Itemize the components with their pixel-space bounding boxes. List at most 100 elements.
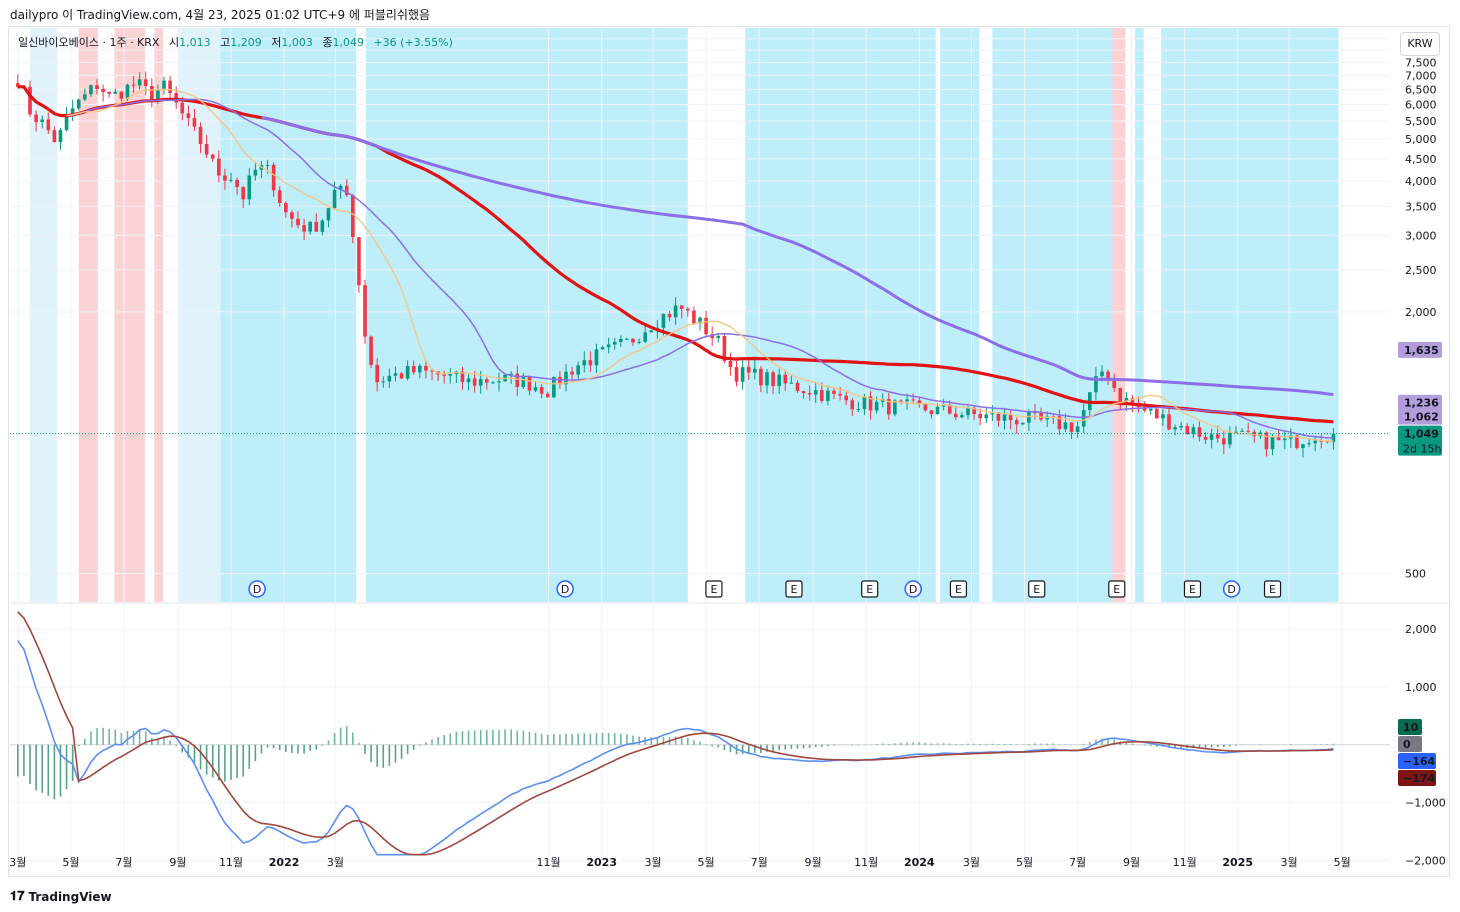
candle-body [1027, 412, 1031, 423]
candle-body [813, 390, 818, 395]
candle [387, 368, 392, 389]
candle [954, 405, 958, 420]
candle-body [667, 313, 672, 318]
candle-body [326, 208, 331, 221]
candle [235, 177, 239, 195]
candle-body [679, 305, 684, 309]
candle [1014, 417, 1019, 434]
candle-body [801, 391, 806, 394]
candle [64, 107, 69, 132]
candle-body [1033, 412, 1037, 414]
candle-body [296, 218, 300, 226]
dividend-marker[interactable]: D [904, 580, 922, 598]
background-band [745, 28, 936, 602]
candle [1112, 373, 1116, 393]
candle-body [558, 376, 562, 385]
currency-button[interactable]: KRW [1400, 32, 1440, 56]
candle-body [582, 360, 587, 366]
candle-body [521, 375, 526, 388]
candle-body [612, 341, 617, 345]
macd-value-bg [1398, 719, 1422, 735]
earnings-marker[interactable]: E [949, 580, 968, 598]
candle [241, 186, 245, 209]
publish-header: dailypro 이 TradingView.com, 4월 23, 2025 … [10, 8, 431, 22]
candle-body [131, 84, 136, 86]
event-marker-letter: D [561, 583, 569, 596]
candle [247, 168, 252, 206]
candle-body [1179, 425, 1183, 428]
candle-body [1081, 410, 1086, 427]
candle-body [643, 332, 647, 342]
candle-body [485, 379, 489, 383]
candle-body [625, 338, 629, 340]
candle-body [600, 347, 605, 350]
candle-body [277, 190, 282, 203]
candle-body [1057, 416, 1062, 430]
candle-body [893, 400, 897, 415]
earnings-marker[interactable]: E [861, 580, 879, 598]
symbol-label[interactable]: 일신바이오베이스 · 1주 · KRX [18, 36, 160, 49]
event-marker-letter: E [1113, 583, 1120, 596]
earnings-marker[interactable]: E [1263, 580, 1282, 598]
candle [1301, 443, 1305, 458]
candle [813, 382, 818, 403]
candle-body [1197, 427, 1202, 437]
candle-body [1148, 408, 1153, 411]
candle-body [460, 371, 465, 383]
event-marker-letter: E [1033, 583, 1040, 596]
candle [509, 371, 513, 384]
candle-body [1209, 434, 1214, 440]
candle [302, 218, 306, 241]
candle-body [606, 344, 611, 348]
ma-orange-line [66, 88, 1334, 442]
candle [1179, 421, 1183, 431]
earnings-marker[interactable]: E [785, 580, 803, 598]
candle-body [40, 119, 44, 123]
candle [46, 112, 51, 134]
candle-body [728, 360, 733, 368]
dividend-marker[interactable]: D [556, 580, 574, 598]
earnings-marker[interactable]: E [1108, 580, 1126, 598]
candle [83, 88, 87, 102]
candle-body [570, 371, 574, 375]
candle [1142, 401, 1147, 413]
price-label-bg [1398, 394, 1442, 411]
candle-body [1282, 438, 1287, 441]
earnings-marker[interactable]: E [705, 580, 723, 598]
earnings-marker[interactable]: E [1183, 580, 1202, 598]
candle-body [649, 330, 654, 333]
candle-body [265, 164, 270, 166]
candle-body [418, 365, 422, 373]
candle-body [162, 80, 166, 91]
candle-body [405, 366, 410, 379]
candle [338, 183, 343, 199]
candle-body [960, 415, 964, 418]
candle-body [874, 401, 879, 411]
price-axis-tick: 5,000 [1405, 133, 1437, 146]
dividend-marker[interactable]: D [1222, 580, 1241, 598]
candle [679, 305, 684, 319]
candle-body [241, 187, 245, 200]
candle-body [180, 102, 185, 114]
candle-body [70, 108, 75, 117]
candle [734, 360, 739, 387]
earnings-marker[interactable]: E [1028, 580, 1046, 598]
candle [984, 407, 989, 423]
candle-body [150, 85, 154, 102]
dividend-marker[interactable]: D [248, 580, 266, 598]
candle [1228, 426, 1232, 449]
time-axis-tick: 7월 [751, 856, 768, 869]
candle [198, 122, 203, 154]
candle [1270, 434, 1275, 456]
candle [314, 213, 319, 232]
macd-axis-tick: −2,000 [1405, 854, 1446, 867]
macd-value-tag: −174 [1398, 770, 1436, 786]
dividend-marker-circle [904, 580, 922, 598]
candle [600, 345, 605, 350]
candle-body [759, 368, 763, 386]
candle [1069, 422, 1074, 439]
candle-body [899, 400, 903, 402]
candle-body [1185, 425, 1190, 435]
candle-body [990, 413, 995, 415]
